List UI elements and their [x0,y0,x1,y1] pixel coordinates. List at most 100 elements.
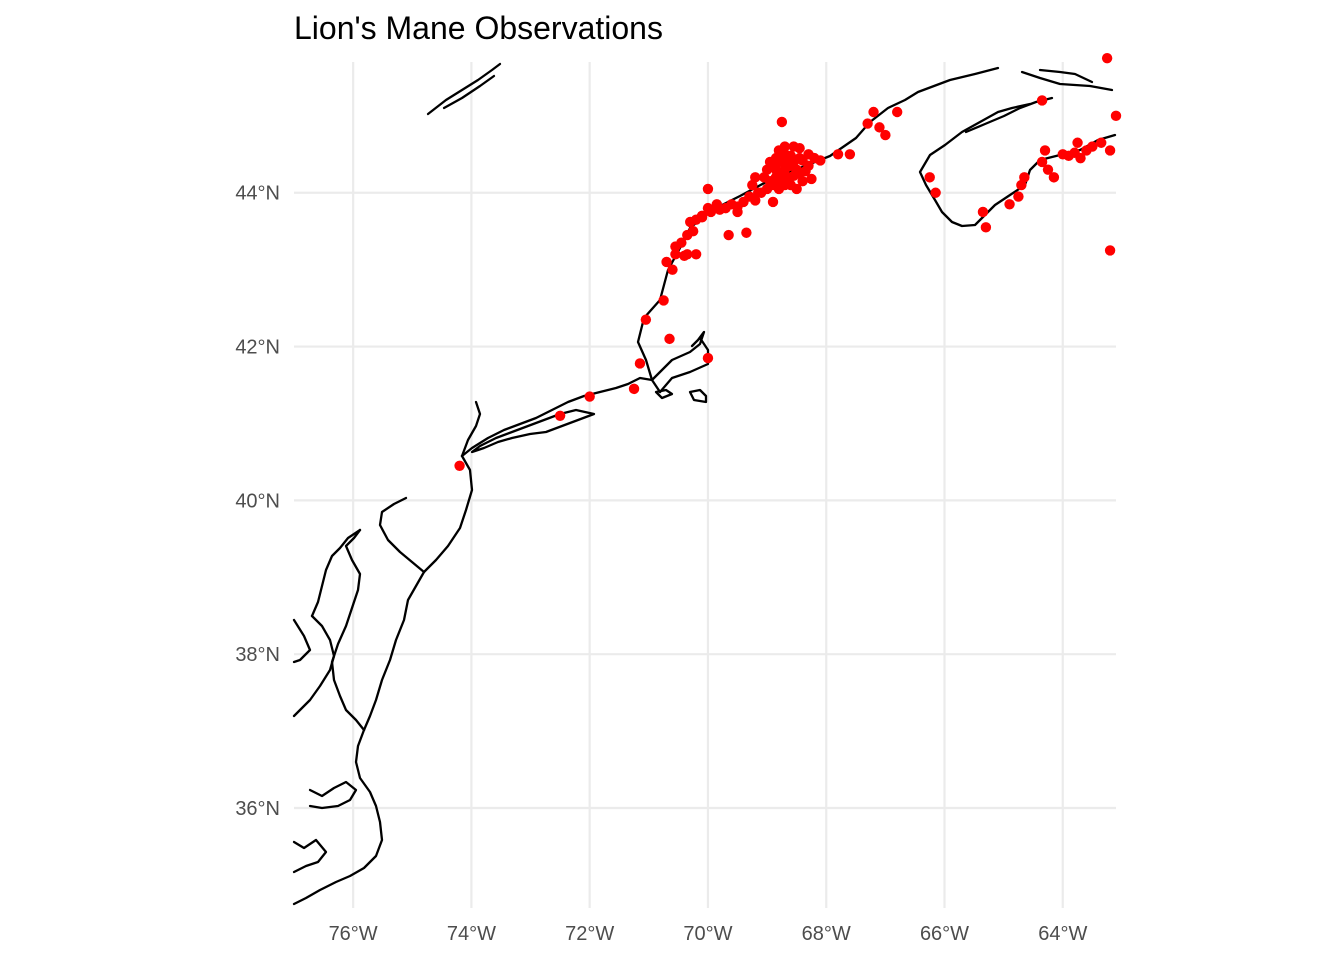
observation-point [1013,191,1024,202]
observation-point [634,358,646,369]
observation-point [791,183,802,195]
observation-point [1019,172,1030,183]
coastline [292,728,384,906]
x-tick-label: 64°W [1038,923,1087,945]
observation-point [1072,137,1083,148]
coastline [442,74,496,110]
observation-point [741,227,752,238]
observation-point [868,106,879,118]
coastline [426,62,502,116]
coastline [310,528,362,618]
coastline-layer [292,62,1117,906]
coastline [422,454,474,574]
observation-point [844,149,856,160]
observation-point [1104,245,1116,256]
x-tick-label: 76°W [329,923,378,945]
observation-point [661,256,672,268]
observation-point [815,155,826,166]
coastline [330,528,366,732]
observation-point [584,391,595,402]
observation-point [788,170,799,182]
observation-point [770,164,782,175]
observation-point [753,187,764,198]
observation-point [664,333,675,345]
coastline [688,388,708,404]
observation-point [1039,145,1051,156]
observation-point [1036,156,1048,168]
coastline [918,102,1117,228]
observation-point [1048,172,1060,183]
coastline [292,618,312,664]
observation-point [874,122,885,133]
observation-point [776,116,788,128]
observation-point [682,249,693,260]
observation-point [891,106,903,118]
coastline [378,496,426,574]
observation-points [454,52,1122,471]
observation-point [1004,199,1015,210]
observation-point [670,249,681,260]
observation-point [803,149,814,160]
observation-point [1104,145,1116,156]
observation-point [980,222,992,233]
observation-point [806,173,817,185]
y-tick-label: 44°N [235,183,280,205]
observation-point [658,295,669,306]
observation-point [1075,152,1086,164]
coastline [292,838,328,874]
observation-point [785,150,796,162]
coastline [470,408,596,454]
observation-point [1096,137,1107,148]
observation-point [747,179,758,191]
observation-point [924,172,935,183]
y-tick-label: 42°N [235,337,280,359]
observation-point [862,118,873,129]
observation-point [1087,141,1098,152]
observation-point [640,314,652,325]
observation-point [687,226,699,237]
observation-point [696,212,708,223]
x-tick-label: 68°W [802,923,851,945]
observation-point [702,352,714,364]
x-tick-label: 66°W [920,923,969,945]
coastline [654,388,674,400]
observation-point [676,237,687,248]
x-tick-label: 74°W [447,923,496,945]
observation-point [977,206,989,218]
y-tick-label: 38°N [235,644,280,666]
observation-point [930,187,941,198]
observation-point [732,206,743,218]
map-title: Lion's Mane Observations [294,10,663,46]
coastline [308,780,358,810]
coastline [362,570,426,732]
observation-point [1042,164,1054,175]
observation-point [794,152,805,164]
observation-point [554,410,566,421]
observation-point [800,166,811,177]
observation-point [690,249,702,260]
observation-point [1101,52,1113,64]
observation-point [705,206,717,218]
coastline [292,614,336,718]
coastline [460,400,482,458]
observation-point [1036,95,1048,106]
coastline [650,330,710,394]
observation-point [723,229,734,241]
axis-labels: 76°W 74°W 72°W 70°W 68°W 66°W 64°W 36°N 38°N 40°N… [235,183,1087,945]
observation-point [667,264,678,275]
observation-point [880,129,891,141]
y-tick-label: 36°N [235,798,280,820]
observation-point [779,141,791,152]
coastline [1020,70,1114,92]
x-tick-label: 70°W [683,923,732,945]
observation-point [797,176,808,187]
coastline [1038,68,1094,84]
observation-point [764,176,776,187]
observation-point [832,149,844,160]
observation-point [794,142,805,154]
observation-point [702,183,714,195]
observation-point [1110,110,1122,122]
observation-point [767,196,779,208]
y-tick-label: 40°N [235,490,280,512]
